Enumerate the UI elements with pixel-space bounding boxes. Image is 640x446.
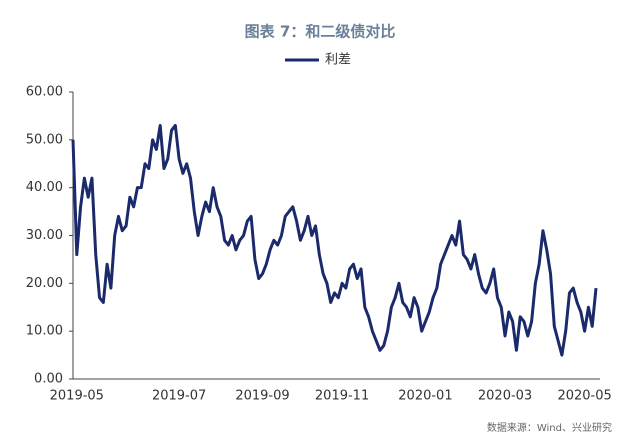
y-tick-label: 30.00	[26, 228, 63, 243]
y-tick-label: 0.00	[34, 372, 63, 387]
x-tick-label: 2019-07	[152, 389, 206, 404]
data-line	[71, 123, 598, 357]
y-tick-label: 20.00	[26, 276, 63, 291]
x-tick-label: 2019-09	[235, 389, 289, 404]
x-tick-label: 2020-03	[478, 389, 532, 404]
x-tick-label: 2020-05	[557, 389, 611, 404]
y-tick-label: 10.00	[26, 324, 63, 339]
x-tick-label: 2019-11	[315, 389, 369, 404]
y-tick-label: 40.00	[26, 180, 63, 195]
y-tick-label: 60.00	[26, 85, 63, 100]
y-tick-label: 50.00	[26, 132, 63, 147]
source-note: 数据来源：Wind、兴业研究	[487, 421, 612, 434]
x-tick-label: 2019-05	[50, 389, 104, 404]
chart-title: 图表 7：和二级债对比	[245, 23, 396, 41]
x-tick-label: 2020-01	[398, 389, 452, 404]
legend-label: 利差	[325, 53, 351, 68]
